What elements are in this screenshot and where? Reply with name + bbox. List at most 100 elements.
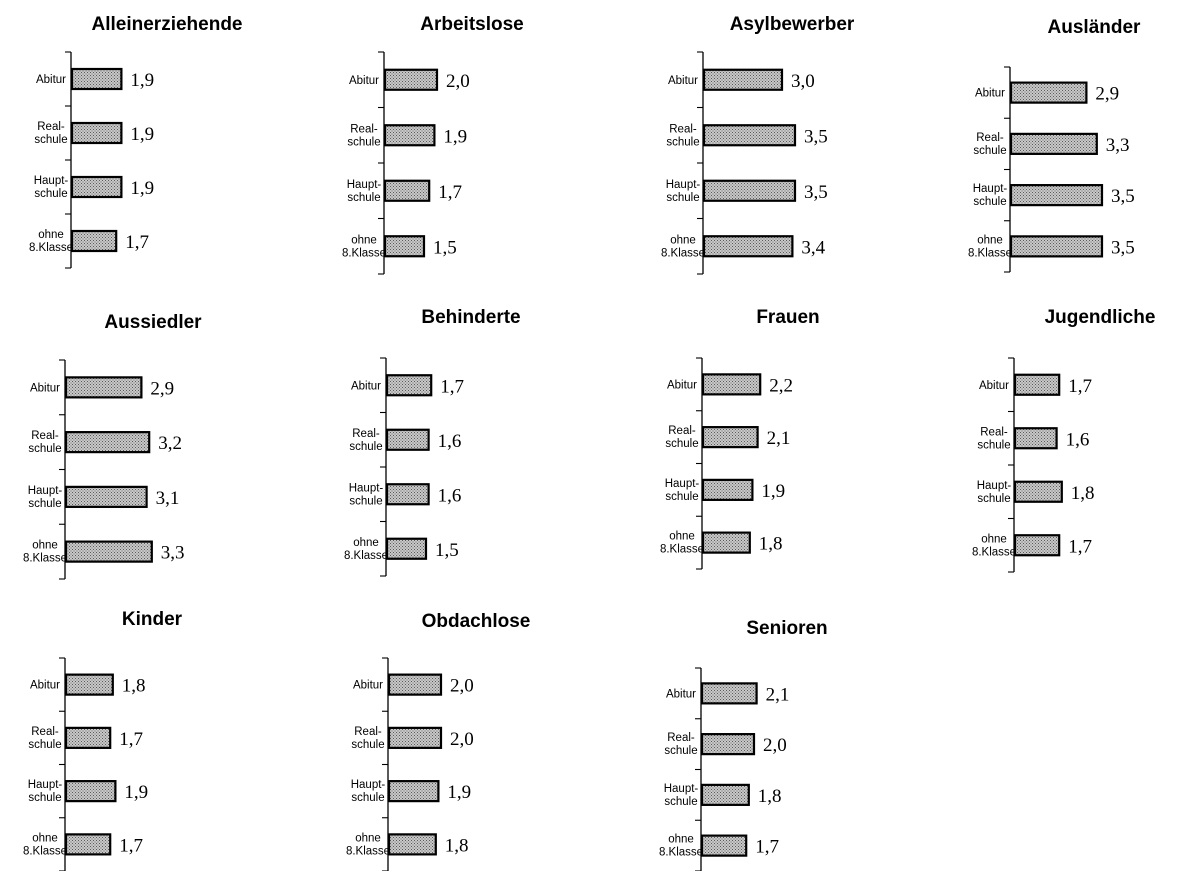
data-label: 1,7 [1068,376,1092,397]
category-label-line: schule [28,443,61,455]
data-label: 1,7 [440,376,464,397]
data-label: 2,1 [767,428,791,449]
bar [70,229,118,253]
bar [1013,373,1061,396]
data-label: 3,3 [161,543,185,564]
category-label: ohne 8.Klasse [346,832,390,857]
category-label-line: Real- [31,726,59,738]
chart-panel-alleinerziehende: Alleinerziehende Abitur 1,9 Real-schule 1,9 H… [29,14,243,269]
category-label: Haupt-schule [347,179,382,204]
category-label: ohne 8.Klasse [29,229,73,254]
category-label-line: schule [349,441,382,453]
data-label: 2,0 [763,735,787,756]
data-label: 2,9 [150,378,174,399]
category-label: ohne 8.Klasse [342,234,386,259]
category-label-line: ohne [351,234,377,246]
category-label-line: ohne [32,540,58,552]
bar [385,483,430,506]
category-label-line: 8.Klasse [661,247,705,259]
category-label-line: ohne [668,834,694,846]
bar [64,726,112,749]
category-label: Haupt-schule [34,175,69,200]
category-label-line: Abitur [975,88,1005,100]
category-label: ohne 8.Klasse [23,832,67,857]
category-label-line: Abitur [36,74,66,86]
category-label-line: Haupt- [351,779,386,791]
category-label-line: ohne [355,832,381,844]
category-label: Real-schule [347,123,380,148]
bar [702,235,794,258]
category-label-line: schule [28,498,61,510]
data-label: 1,5 [435,540,459,561]
category-label-line: schule [351,792,384,804]
chart-title: Obdachlose [422,611,531,632]
chart-title: Kinder [122,609,183,630]
category-label: Haupt-schule [973,183,1008,208]
category-label: Real-schule [664,732,697,757]
data-label: 1,6 [1066,429,1090,450]
data-label: 1,6 [438,431,462,452]
category-label-line: 8.Klasse [23,845,67,857]
data-label: 1,9 [130,70,154,91]
category-label-line: Abitur [351,380,381,392]
category-label-line: schule [973,145,1006,157]
bar [383,124,436,147]
bar [701,373,762,396]
chart-panel-asylbewerber: Asylbewerber Abitur 3,0 Real-schule 3,5 Haupt… [661,14,855,275]
category-label-line: ohne [981,533,1007,545]
category-label-line: schule [977,493,1010,505]
category-label-line: Haupt- [28,485,63,497]
data-label: 2,9 [1095,84,1119,105]
category-label-line: Abitur [979,380,1009,392]
bar [387,673,443,696]
data-label: 1,7 [125,232,149,253]
category-label: Abitur [30,680,60,692]
data-label: 2,2 [769,375,793,396]
category-label: Real-schule [973,132,1006,157]
chart-panel-jugendliche: Jugendliche Abitur 1,7 Real-schule 1,6 Haupt-… [972,307,1155,573]
data-label: 1,8 [122,676,146,697]
data-label: 1,9 [124,782,148,803]
category-label-line: Haupt- [665,478,700,490]
bar [387,780,440,803]
data-label: 1,7 [755,837,779,858]
category-label: Haupt-schule [28,485,63,510]
data-label: 3,2 [158,433,182,454]
category-label: Abitur [668,75,698,87]
category-label: Abitur [351,380,381,392]
category-label-line: Real- [669,123,697,135]
category-label: Haupt-schule [664,783,699,808]
category-label-line: Real- [980,426,1008,438]
chart-title: Frauen [756,307,819,328]
category-label-line: ohne [353,537,379,549]
bar [385,537,428,560]
category-label-line: Abitur [349,75,379,87]
category-label: ohne 8.Klasse [661,234,705,259]
category-label-line: 8.Klasse [968,247,1012,259]
category-label-line: 8.Klasse [23,553,67,565]
data-label: 1,7 [1068,536,1092,557]
chart-panel-aussiedler: Aussiedler Abitur 2,9 Real-schule 3,2 Haupt-s… [23,312,202,580]
category-label: Haupt-schule [28,779,63,804]
category-label: ohne 8.Klasse [659,834,703,859]
data-label: 3,4 [801,237,825,258]
category-label: ohne 8.Klasse [972,533,1016,558]
category-label: Abitur [36,74,66,86]
bar [1013,427,1058,450]
category-label: Real-schule [349,428,382,453]
category-label: Abitur [667,379,697,391]
data-label: 3,5 [1111,237,1135,258]
category-label: Real-schule [666,123,699,148]
bar [64,673,114,696]
category-label: Haupt-schule [977,480,1012,505]
category-label-line: schule [34,188,67,200]
category-label-line: Haupt- [664,783,699,795]
bar [1013,480,1063,503]
bar [64,485,148,508]
category-label: ohne 8.Klasse [23,540,67,565]
category-label-line: Abitur [353,680,383,692]
data-label: 1,8 [758,786,782,807]
bar [1009,184,1104,207]
category-label-line: Abitur [30,680,60,692]
category-label-line: 8.Klasse [346,845,390,857]
